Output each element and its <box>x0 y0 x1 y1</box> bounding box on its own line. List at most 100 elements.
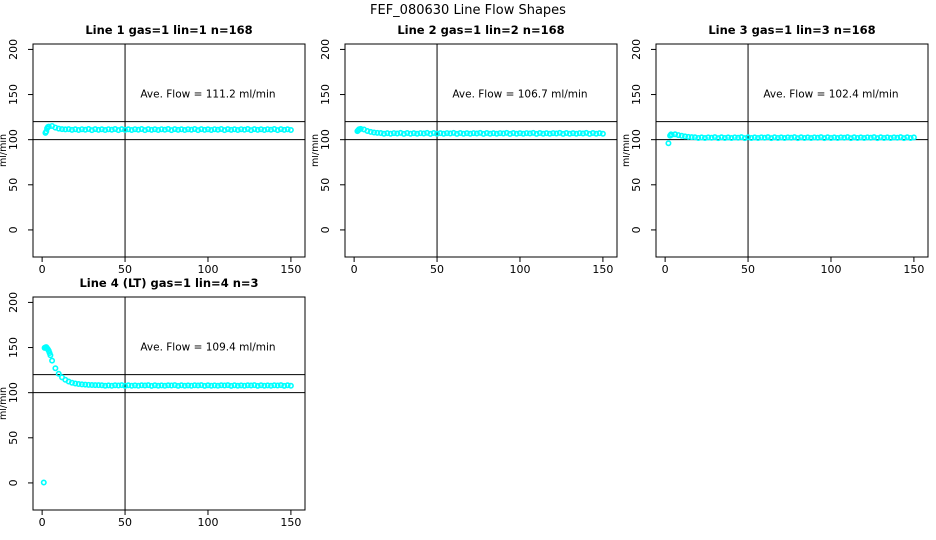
data-point <box>59 126 66 133</box>
data-point <box>158 382 165 389</box>
panel-chart: Line 3 gas=1 lin=3 n=168 0 50 100 150 0 50 100 1… <box>621 23 929 276</box>
data-point <box>175 382 182 389</box>
data-point <box>821 135 828 142</box>
data-point <box>473 130 480 137</box>
data-point <box>550 130 557 137</box>
data-point <box>40 479 47 486</box>
data-point <box>145 126 152 133</box>
data-point <box>857 134 864 141</box>
data-point <box>254 126 261 133</box>
data-point <box>228 382 235 389</box>
data-point <box>731 134 738 141</box>
y-tick-label: 150 <box>7 337 20 358</box>
data-point <box>698 134 705 141</box>
data-point <box>44 124 51 131</box>
y-axis-label: ml/min <box>0 387 9 420</box>
data-point <box>831 134 838 141</box>
data-point <box>258 382 265 389</box>
data-point <box>161 126 168 133</box>
data-point <box>576 130 583 137</box>
data-point <box>715 135 722 142</box>
data-point <box>135 382 142 389</box>
data-point <box>784 134 791 141</box>
data-point <box>125 126 132 133</box>
data-point <box>204 382 211 389</box>
data-point <box>533 130 540 137</box>
data-point <box>102 127 109 134</box>
data-point <box>682 133 689 140</box>
data-point <box>201 126 208 133</box>
data-point <box>155 127 162 134</box>
data-point <box>824 134 831 141</box>
data-point <box>394 130 401 137</box>
data-point <box>228 126 235 133</box>
panel-chart: Line 1 gas=1 lin=1 n=168 0 50 100 150 0 50 100 1… <box>0 23 306 276</box>
data-point <box>490 130 497 137</box>
panel-title: Line 1 gas=1 lin=1 n=168 <box>85 23 252 37</box>
data-point <box>356 126 363 133</box>
data-point <box>92 126 99 133</box>
data-point <box>221 382 228 389</box>
x-tick-label: 150 <box>280 516 301 529</box>
data-point <box>85 381 92 388</box>
data-point <box>231 382 238 389</box>
data-point <box>755 135 762 142</box>
data-point <box>367 128 374 135</box>
data-point <box>745 134 752 141</box>
data-point <box>238 126 245 133</box>
data-point <box>208 127 215 134</box>
y-tick-label: 150 <box>7 84 20 105</box>
data-point <box>837 134 844 141</box>
data-point <box>371 129 378 136</box>
x-tick-label: 100 <box>197 263 218 276</box>
data-point <box>55 125 62 132</box>
data-point <box>410 130 417 137</box>
x-tick-label: 0 <box>39 263 46 276</box>
data-point <box>513 130 520 137</box>
data-point <box>894 134 901 141</box>
data-point <box>467 130 474 137</box>
data-point <box>377 129 384 136</box>
data-point <box>72 126 79 133</box>
data-point <box>92 382 99 389</box>
data-point <box>65 126 72 133</box>
data-point <box>520 130 527 137</box>
data-point <box>497 130 504 137</box>
data-point <box>264 382 271 389</box>
chart-panel-3: Line 3 gas=1 lin=3 n=168 0 50 100 150 0 50 100 1… <box>621 20 936 286</box>
data-point <box>62 126 69 133</box>
data-point <box>224 382 231 389</box>
data-point <box>238 382 245 389</box>
y-tick-label: 50 <box>7 178 20 192</box>
data-point <box>695 134 702 141</box>
data-point <box>665 140 672 147</box>
data-point <box>457 129 464 136</box>
data-point <box>158 126 165 133</box>
data-point <box>178 126 185 133</box>
data-point <box>570 130 577 137</box>
data-point <box>781 135 788 142</box>
x-tick-label: 50 <box>430 263 444 276</box>
data-point <box>132 126 139 133</box>
data-point <box>271 382 278 389</box>
data-point <box>483 129 490 136</box>
data-point <box>171 382 178 389</box>
data-point <box>95 382 102 389</box>
data-point <box>453 130 460 137</box>
data-point <box>125 382 132 389</box>
y-axis-label: ml/min <box>0 134 9 167</box>
data-point <box>105 126 112 133</box>
data-point <box>151 382 158 389</box>
data-point <box>145 382 152 389</box>
x-tick-label: 150 <box>280 263 301 276</box>
data-point <box>543 130 550 137</box>
data-point <box>108 382 115 389</box>
data-point <box>287 382 294 389</box>
y-tick-label: 50 <box>630 178 643 192</box>
y-tick-label: 150 <box>319 84 332 105</box>
data-point <box>75 381 82 388</box>
data-point <box>185 382 192 389</box>
x-tick-label: 50 <box>118 516 132 529</box>
data-point <box>138 382 145 389</box>
data-point <box>47 352 54 359</box>
